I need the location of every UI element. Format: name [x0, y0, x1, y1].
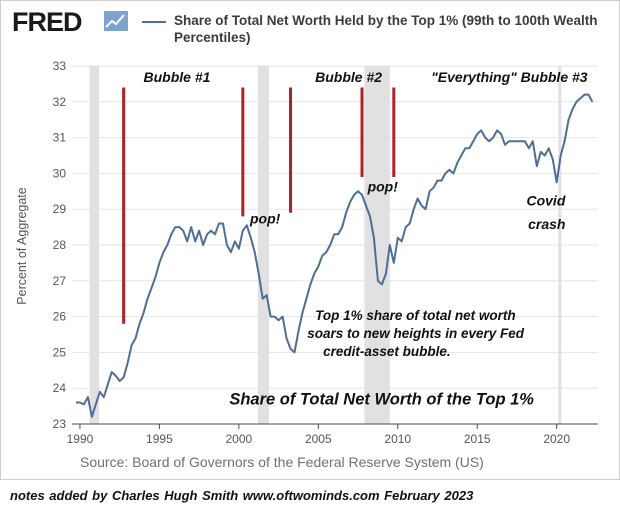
recession-band — [558, 66, 562, 424]
author-notes: notes added by Charles Hugh Smith www.of… — [10, 488, 474, 503]
annotation: pop! — [367, 178, 399, 194]
annotation: Covid — [526, 193, 565, 209]
bubble-markers — [122, 87, 396, 324]
axes: 23 24 25 26 27 28 29 30 31 32 33 1990 1995 2000 2005 20… — [53, 59, 598, 446]
annotation: credit-asset bubble. — [323, 344, 451, 359]
y-tick-label: 32 — [53, 95, 67, 109]
x-tick-label: 2020 — [543, 432, 570, 446]
annotation: Top 1% share of total net worth — [315, 308, 516, 323]
chart-frame — [0, 0, 620, 480]
recession-band — [89, 66, 100, 424]
recession-band — [257, 66, 270, 424]
y-tick-label: 33 — [53, 59, 67, 73]
line-chart: 23 24 25 26 27 28 29 30 31 32 33 1990 1995 2000 2005 20… — [15, 59, 598, 446]
annotation: soars to new heights in every Fed — [307, 326, 525, 341]
annotation: pop! — [249, 211, 281, 227]
y-tick-label: 24 — [53, 381, 67, 395]
y-tick-label: 29 — [53, 202, 67, 216]
y-tick-label: 30 — [53, 166, 67, 180]
y-tick-label: 28 — [53, 238, 67, 252]
x-tick-label: 2015 — [464, 432, 491, 446]
x-tick-label: 2005 — [305, 432, 332, 446]
annotation: "Everything" Bubble #3 — [431, 69, 588, 85]
y-tick-label: 31 — [53, 131, 67, 145]
y-tick-label: 27 — [53, 274, 67, 288]
y-axis-label: Percent of Aggregate — [15, 187, 29, 304]
source-note: Source: Board of Governors of the Federa… — [80, 454, 484, 470]
recession-band — [364, 66, 390, 424]
x-tick-label: 2010 — [384, 432, 411, 446]
y-tick-label: 26 — [53, 310, 67, 324]
annotation: Bubble #1 — [144, 69, 211, 85]
x-tick-label: 2000 — [226, 432, 253, 446]
grid — [72, 65, 598, 425]
recession-bands — [89, 66, 562, 424]
annotation: Share of Total Net Worth of the Top 1% — [229, 390, 534, 408]
series-line — [76, 93, 594, 418]
series-group — [76, 93, 594, 418]
annotations: Bubble #1 Bubble #2 "Everything" Bubble #3… — [144, 69, 588, 408]
annotation: Bubble #2 — [315, 69, 382, 85]
legend-label: Share of Total Net Worth Held by the Top… — [174, 13, 598, 45]
y-tick-label: 23 — [53, 417, 67, 431]
fred-logo: FRED — [12, 7, 82, 37]
y-tick-label: 25 — [53, 345, 67, 359]
fred-graph-icon — [104, 11, 128, 31]
x-tick-label: 1995 — [146, 432, 173, 446]
legend-swatch — [142, 21, 166, 23]
annotation: crash — [528, 216, 565, 232]
x-tick-label: 1990 — [67, 432, 94, 446]
